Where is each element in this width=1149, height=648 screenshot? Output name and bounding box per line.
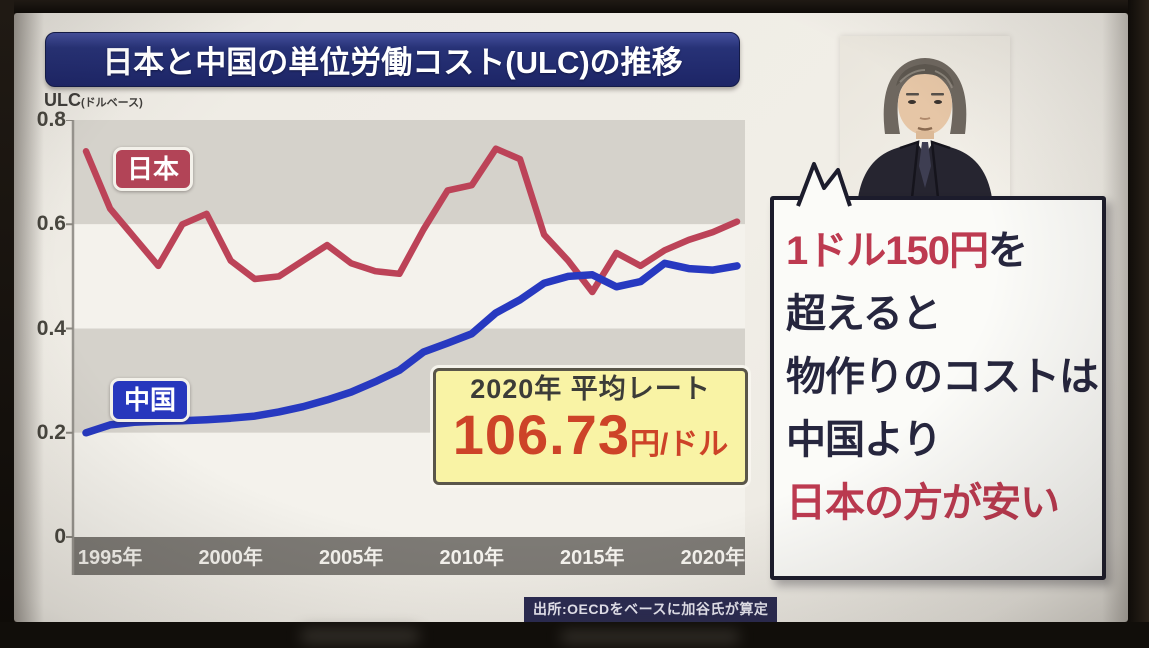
china-series-badge: 中国: [110, 378, 191, 422]
bubble-text-segment: 日本の方が安い: [786, 481, 1060, 525]
bubble-line: 日本の方が安い: [786, 472, 1090, 535]
commentator-illustration: [840, 36, 1010, 198]
x-axis-label: 2010年: [440, 545, 505, 569]
bottom-blur-shape: [560, 630, 740, 644]
bubble-line: 中国より: [786, 409, 1090, 472]
japan-series-badge: 日本: [113, 147, 194, 191]
y-axis-unit-main: ULC: [44, 90, 81, 110]
y-axis-label: 0.4: [36, 316, 66, 340]
y-axis-unit-label: ULC(ドルベース): [44, 90, 143, 111]
rate-unit: 円/ドル: [629, 428, 729, 461]
bezel-left: [0, 0, 14, 648]
x-axis-label: 2000年: [198, 545, 263, 569]
bubble-text-segment: 物作りのコストは: [786, 355, 1099, 399]
speech-bubble-tail: [796, 162, 852, 207]
y-axis-unit-sub: (ドルベース): [81, 97, 143, 109]
bubble-text-segment: 中国より: [786, 418, 942, 462]
series-line-china: [82, 259, 741, 437]
source-credit: 出所:OECDをベースに加谷氏が算定: [524, 597, 778, 622]
bezel-right: [1128, 0, 1149, 648]
x-axis-label: 2020年: [681, 545, 745, 569]
bottom-blur-shape: [300, 628, 420, 644]
y-axis-label: 0.6: [36, 212, 66, 236]
y-axis-label: 0: [54, 525, 66, 548]
bubble-text-segment: 超えると: [786, 292, 942, 336]
exchange-rate-callout: 2020年 平均レート 106.73円/ドル: [433, 368, 748, 485]
bubble-text-segment: を: [987, 229, 1028, 273]
rate-value: 106.73: [452, 403, 630, 466]
chart-title: 日本と中国の単位労働コスト(ULC)の推移: [102, 45, 683, 80]
x-axis-band: [73, 537, 745, 575]
bezel-top: [0, 0, 1149, 13]
bubble-text-segment: 1ドル150円: [786, 229, 989, 273]
commentator-photo: [840, 36, 1010, 198]
x-axis-label: 2015年: [560, 545, 625, 569]
band-06-04: [73, 224, 745, 329]
bubble-line: 1ドル150円を: [786, 220, 1090, 283]
x-axis-label: 2005年: [319, 545, 384, 569]
hair-top: [896, 64, 954, 86]
series-line-japan: [82, 145, 741, 296]
x-axis-label: 1995年: [78, 545, 143, 569]
bubble-line: 超えると: [786, 283, 1090, 346]
y-axis-labels: 0.8 0.6 0.4 0.2 0: [18, 0, 66, 648]
speech-bubble-text: 1ドル150円を超えると物作りのコストは 中国より日本の方が安い: [786, 220, 1099, 535]
rate-callout-value-line: 106.73円/ドル: [453, 405, 729, 480]
speech-bubble: 1ドル150円を超えると物作りのコストは 中国より日本の方が安い: [770, 196, 1106, 580]
y-axis-label: 0.2: [36, 420, 66, 444]
rate-callout-heading: 2020年 平均レート: [470, 374, 711, 404]
tie: [919, 142, 931, 188]
bubble-line: 物作りのコストは: [786, 346, 1099, 409]
face: [898, 73, 952, 135]
y-axis-label: 0.8: [36, 108, 66, 131]
chart-title-bar: 日本と中国の単位労働コスト(ULC)の推移: [45, 32, 740, 87]
